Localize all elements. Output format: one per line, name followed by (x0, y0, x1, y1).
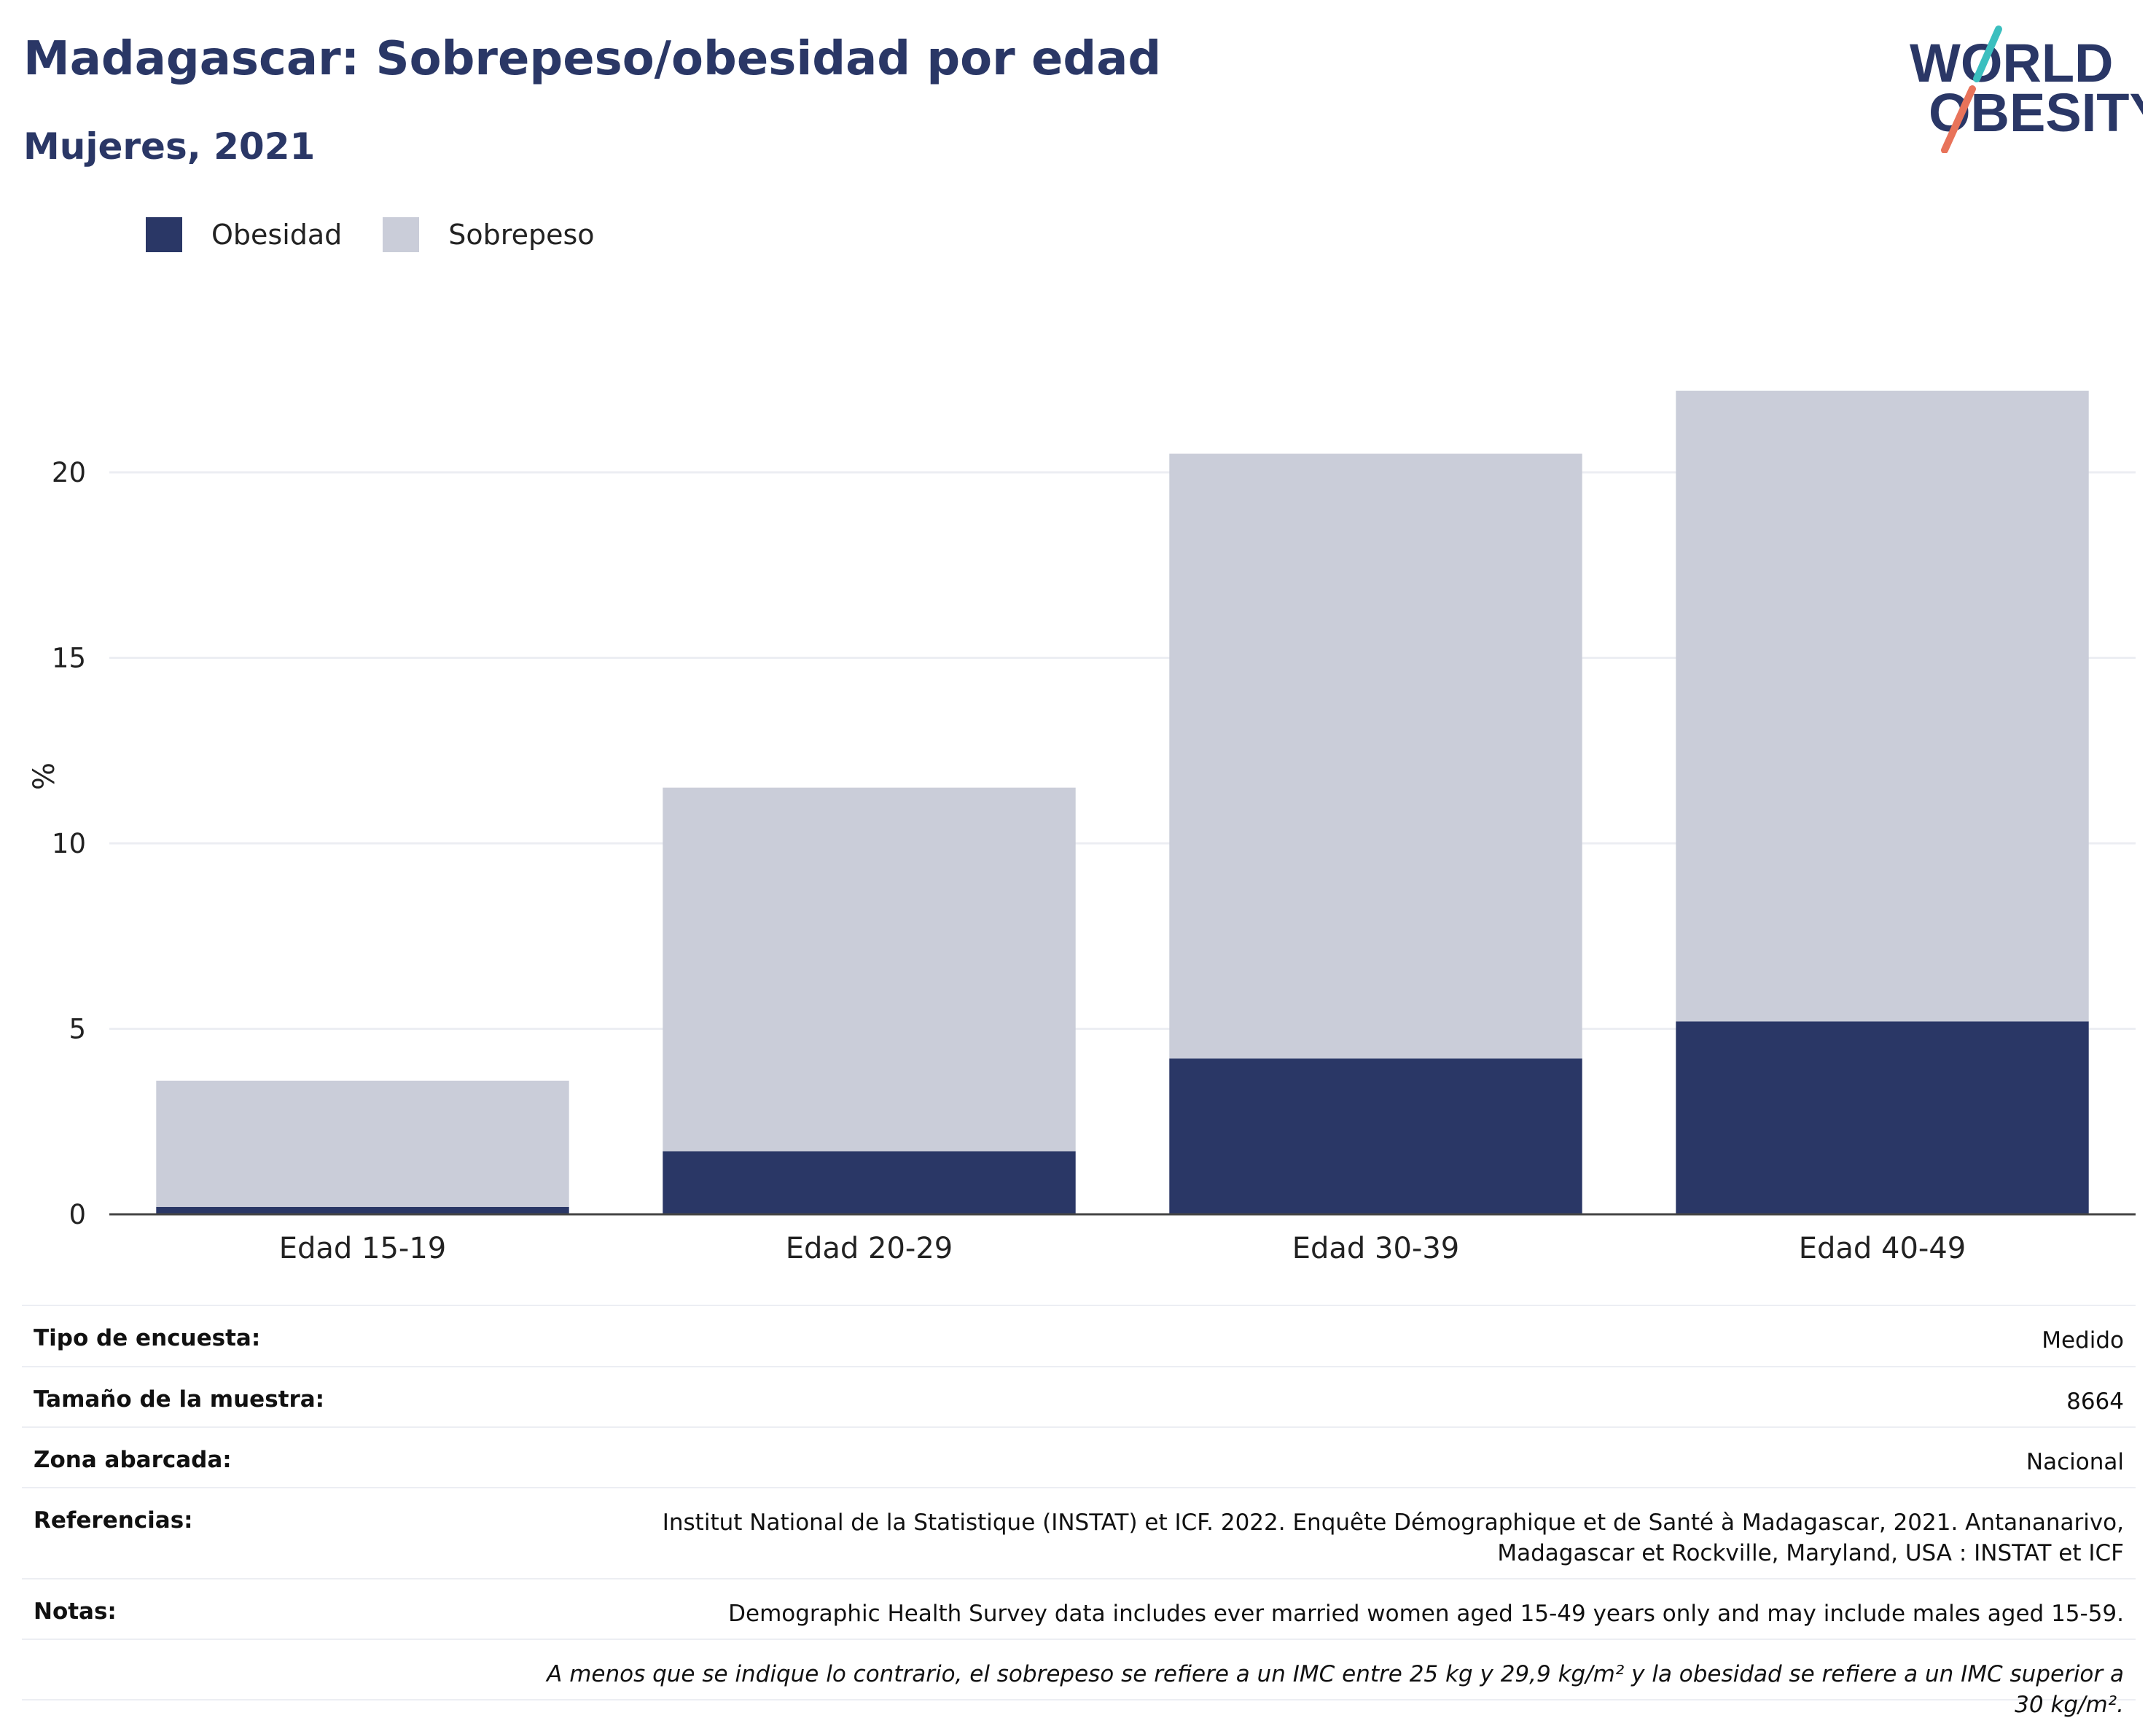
info-row-sample-size: Tamaño de la muestra: 8664 (22, 1366, 2136, 1426)
y-tick-label: 15 (52, 642, 86, 673)
page-subtitle: Mujeres, 2021 (23, 125, 316, 168)
info-table-end (22, 1699, 2136, 1700)
y-tick-label: 10 (52, 828, 86, 859)
bar-overweight-2[interactable] (663, 787, 1076, 1152)
bar-overweight-3[interactable] (1169, 453, 1582, 1059)
sample-size-label: Tamaño de la muestra: (34, 1386, 325, 1413)
references-value: Institut National de la Statistique (INS… (662, 1510, 2124, 1566)
logo-slash-teal (1973, 26, 2002, 82)
survey-type-value: Medido (2042, 1327, 2124, 1354)
legend-swatch-overweight (383, 217, 420, 252)
axes: 0 5 10 15 20% Edad 15-19 Edad 20-29 Edad 30-39 E… (28, 457, 2136, 1265)
legend-swatch-obesity (146, 217, 182, 252)
chart-legend: Obesidad Sobrepeso (146, 217, 636, 252)
info-row-footnote: A menos que se indique lo contrario, el … (22, 1639, 2136, 1718)
x-tick-label: Edad 30-39 (1292, 1232, 1460, 1265)
survey-info-table: Tipo de encuesta: Medido Tamaño de la mu… (22, 1305, 2136, 1718)
x-tick-label: Edad 15-19 (279, 1232, 447, 1265)
info-row-survey-type: Tipo de encuesta: Medido (22, 1305, 2136, 1366)
logo-text-world: WORLD (1910, 33, 2114, 93)
y-tick-label: 20 (52, 457, 86, 488)
bmi-footnote: A menos que se indique lo contrario, el … (547, 1661, 2124, 1718)
bar-obesity-2[interactable] (663, 1151, 1076, 1214)
area-value: Nacional (2026, 1449, 2124, 1475)
world-obesity-logo: WORLD OBESITY (1910, 26, 2143, 153)
bar-overweight-1[interactable] (156, 1080, 569, 1207)
survey-type-label: Tipo de encuesta: (34, 1325, 261, 1351)
area-label: Zona abarcada: (34, 1447, 232, 1473)
bars (156, 390, 2089, 1214)
logo-slash-coral (1941, 85, 1976, 153)
stacked-bar-chart: 0 5 10 15 20% Edad 15-19 Edad 20-29 Edad 30-39 E… (28, 390, 2136, 1265)
legend-label-overweight: Sobrepeso (448, 219, 595, 251)
info-row-notes: Notas: Demographic Health Survey data in… (22, 1578, 2136, 1639)
bar-obesity-3[interactable] (1169, 1058, 1582, 1214)
legend-item-obesity[interactable]: Obesidad (146, 217, 342, 252)
page-title: Madagascar: Sobrepeso/obesidad por edad (23, 32, 1162, 86)
x-tick-label: Edad 20-29 (786, 1232, 953, 1265)
info-row-references: Referencias: Institut National de la Sta… (22, 1487, 2136, 1578)
bar-overweight-4[interactable] (1676, 390, 2089, 1022)
y-tick-label: 0 (69, 1199, 86, 1230)
y-tick-label: 5 (69, 1013, 86, 1044)
notes-label: Notas: (34, 1598, 117, 1625)
info-row-area: Zona abarcada: Nacional (22, 1426, 2136, 1487)
legend-label-obesity: Obesidad (211, 219, 343, 251)
bar-obesity-4[interactable] (1676, 1021, 2089, 1214)
references-label: Referencias: (34, 1507, 193, 1534)
bar-obesity-1[interactable] (156, 1206, 569, 1214)
sample-size-value: 8664 (2066, 1389, 2124, 1415)
notes-value: Demographic Health Survey data includes … (728, 1601, 2124, 1627)
legend-item-overweight[interactable]: Sobrepeso (383, 217, 595, 252)
x-tick-label: Edad 40-49 (1799, 1232, 1966, 1265)
y-axis-label: % (28, 762, 61, 790)
